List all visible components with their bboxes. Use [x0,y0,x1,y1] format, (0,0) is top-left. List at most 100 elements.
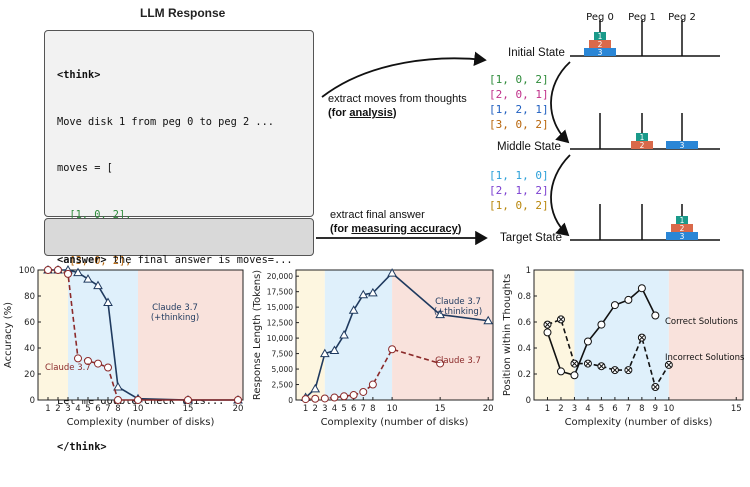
arrow-to-initial [321,51,487,98]
data-point [83,274,93,283]
llm-response-title: LLM Response [140,6,226,20]
x-tick-label: 1 [545,404,550,414]
legend-label: (+thinking) [151,313,199,323]
data-point [368,380,377,389]
answer-text: the final answer is moves=... [106,254,293,266]
x-tick-label: 2 [55,404,60,414]
x-tick-label: 7 [105,404,110,414]
disk [584,48,616,56]
data-point-mark [558,316,564,323]
x-tick-label: 9 [653,404,658,414]
y-tick-label: 80 [24,292,35,302]
legend-label: (+thinking) [434,307,482,317]
x-tick-label: 6 [612,404,617,414]
code-line-move: Move disk 1 from peg 0 to peg 2 ... [57,115,274,128]
arrow-middle-to-target [550,154,571,237]
y-tick-label: 0 [30,396,35,406]
y-tick-label: 2,500 [272,381,294,390]
disk-label: 1 [640,133,645,142]
data-point [54,266,62,274]
disk-label: 2 [598,40,603,49]
middle-state-label: Middle State [497,141,561,153]
move-item: [1, 1, 0] [489,169,549,182]
data-point [311,394,320,403]
x-axis-label: Complexity (number of disks) [321,417,469,428]
y-tick-label: 10,000 [267,334,293,343]
data-point [114,396,122,404]
data-point [329,345,340,354]
y-tick-label: 7,500 [272,350,294,359]
x-tick-label: 15 [435,404,446,414]
x-axis-label: Complexity (number of disks) [565,417,713,428]
disk [666,141,698,149]
data-point [310,383,321,393]
x-tick-label: 4 [585,404,590,414]
data-point [339,329,349,339]
plot-frame [533,269,744,401]
y-axis-label: Response Length (Tokens) [252,270,263,400]
disk-label: 3 [598,48,603,57]
data-point [610,301,619,310]
data-point-mark [571,360,578,367]
x-tick-label: 5 [599,404,604,414]
y-tick-label: 40 [24,344,35,354]
data-point [651,311,660,320]
for-accuracy-label: (for measuring accuracy) [330,223,462,235]
moves-group-2: [1, 1, 0] [2, 1, 2] [1, 0, 2] [489,168,549,213]
data-point [388,345,397,354]
disk [666,232,698,240]
legend-label: Claude 3.7 [152,303,198,313]
disk-label: 1 [598,32,603,41]
x-tick-label: 4 [332,404,337,414]
move-line: [3, 0, 2], [57,255,132,267]
data-point-mark [612,367,618,373]
extract-moves-label: extract moves from thoughts [328,93,467,105]
data-point [387,268,397,277]
data-point-mark [585,360,591,367]
data-point [320,394,329,403]
x-tick-label: 2 [558,404,563,414]
data-point [340,392,349,401]
disk-label: 3 [680,232,685,241]
data-point [583,337,592,346]
flow-arrows [316,51,571,246]
data-point [368,287,378,297]
data-point [624,295,633,304]
y-tick-label: 12,500 [267,319,293,328]
data-point [134,396,142,404]
peg-label: Peg 1 [628,12,656,23]
complexity-region [324,270,393,400]
answer-code-box: <answer> the final answer is moves=... <… [44,218,314,313]
data-point [358,289,369,299]
data-point [73,267,83,277]
legend-label: Claude 3.7 [435,356,481,366]
x-tick-label: 7 [361,404,366,414]
x-tick-label: 8 [370,404,375,414]
disk [594,32,606,40]
x-tick-label: 4 [75,404,80,414]
think-close-tag: </think> [57,441,107,453]
x-tick-label: 20 [233,404,244,414]
y-tick-label: 0.6 [517,318,531,328]
response-length-chart: 1 2 3 4 5 6 7 8 10 15 20 0 2,500 5,000 7,500 10,000 12,5… [252,268,494,428]
y-tick-label: 17,500 [267,288,293,297]
x-tick-label: 6 [95,404,100,414]
move-line: [1, 0, 2], [57,208,132,221]
initial-state-label: Initial State [508,47,565,59]
data-point [104,363,112,372]
series-line [547,318,670,390]
code-line-moves: moves = [ [57,162,113,174]
disk [589,40,611,48]
data-point-mark [666,362,672,368]
data-point [435,309,446,319]
arrow-initial-to-middle [550,61,571,144]
moves-group-1: [1, 0, 2] [2, 0, 1] [1, 2, 1] [3, 0, 2] [489,72,549,132]
y-tick-label: 15,000 [267,303,293,312]
legend-label: Incorrect Solutions [665,353,745,363]
data-point [301,395,310,404]
disk-label: 3 [680,141,685,150]
data-point [44,266,52,274]
x-tick-label: 10 [133,404,144,414]
y-tick-label: 0.2 [517,370,531,380]
